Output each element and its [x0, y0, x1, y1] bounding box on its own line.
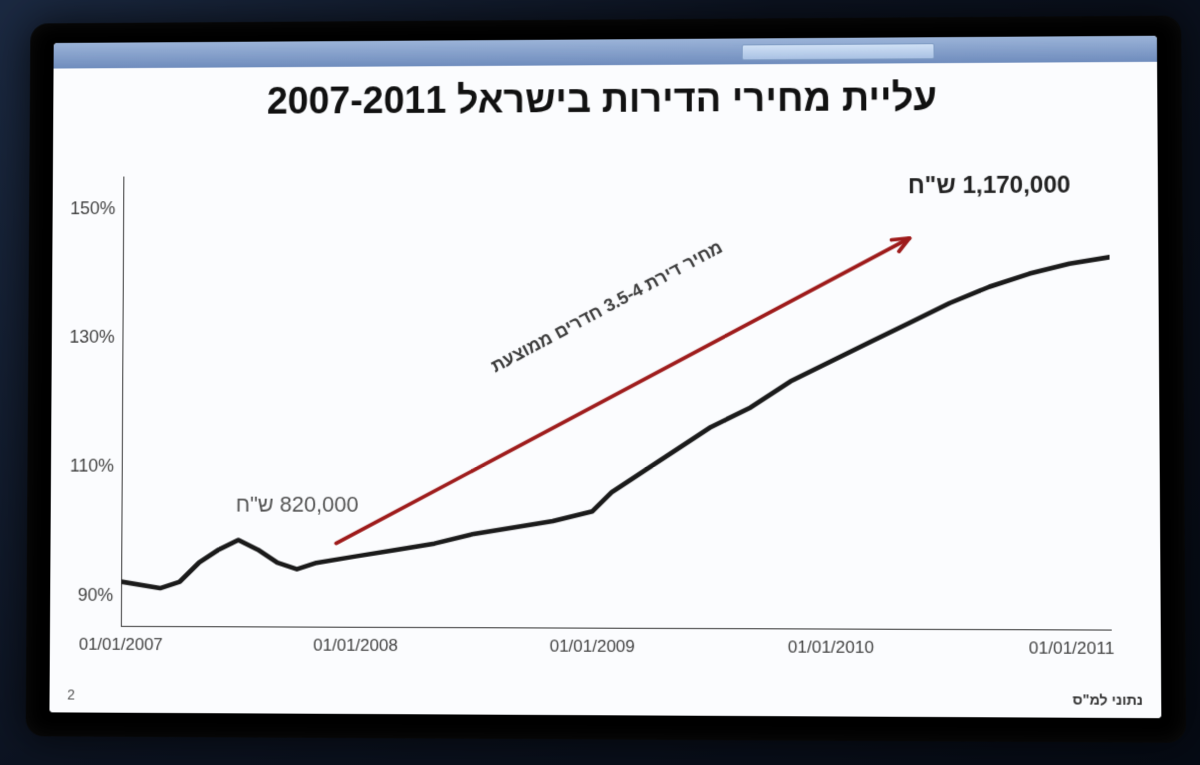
value-annotation: 820,000 ש"ח	[236, 491, 359, 517]
x-tick-label: 01/01/2009	[550, 637, 635, 657]
page-number: 2	[67, 687, 75, 703]
y-tick-label: 90%	[64, 584, 113, 605]
x-tick-label: 01/01/2010	[788, 637, 874, 658]
chart-svg	[121, 172, 1112, 630]
chart-title: עליית מחירי הדירות בישראל 2007-2011	[92, 76, 1117, 124]
window-tab	[742, 43, 935, 60]
x-tick-label: 01/01/2008	[313, 636, 398, 656]
x-tick-label: 01/01/2011	[1029, 638, 1115, 659]
chart-plot-area: 90%110%130%150%01/01/200701/01/200801/01…	[121, 172, 1112, 630]
y-tick-label: 150%	[66, 198, 115, 219]
value-annotation: 1,170,000 ש"ח	[908, 172, 1071, 201]
x-tick-label: 01/01/2007	[79, 635, 163, 655]
slide: עליית מחירי הדירות בישראל 2007-2011 90%1…	[49, 62, 1161, 718]
y-tick-label: 130%	[65, 326, 114, 347]
monitor-bezel: עליית מחירי הדירות בישראל 2007-2011 90%1…	[26, 16, 1186, 743]
screen: עליית מחירי הדירות בישראל 2007-2011 90%1…	[49, 36, 1161, 718]
y-tick-label: 110%	[65, 455, 114, 476]
source-footer: נתוני למ"ס	[1073, 691, 1143, 708]
